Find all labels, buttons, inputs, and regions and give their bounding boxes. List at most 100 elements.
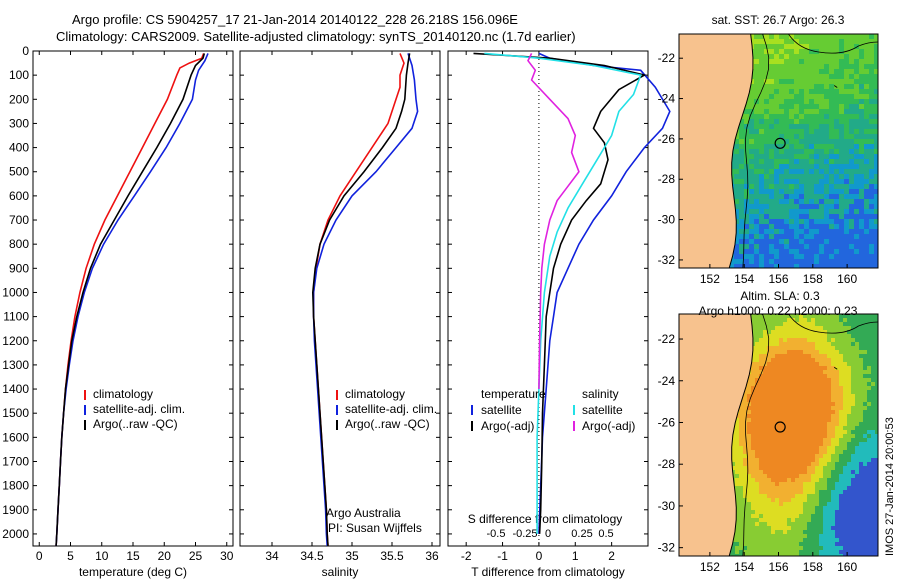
map-cell: [849, 194, 855, 200]
map-cell: [834, 139, 840, 145]
map-cell: [783, 398, 788, 403]
map-cell: [831, 458, 836, 463]
map-cell: [759, 518, 764, 523]
map-cell: [819, 478, 824, 483]
map-cell: [763, 430, 768, 435]
map-cell: [869, 74, 875, 80]
map-cell: [764, 219, 770, 225]
map-cell: [871, 422, 876, 427]
map-cell: [779, 330, 784, 335]
map-cell: [814, 229, 820, 235]
map-cell: [867, 350, 872, 355]
map-cell: [744, 149, 750, 155]
map-cell: [847, 334, 852, 339]
map-cell: [835, 430, 840, 435]
map-cell: [867, 326, 872, 331]
map-cell: [794, 144, 800, 150]
map-cell: [747, 538, 752, 543]
map-cell: [759, 54, 765, 60]
map-cell: [771, 318, 776, 323]
map-cell: [755, 526, 760, 531]
map-cell: [847, 394, 852, 399]
map-cell: [834, 234, 840, 240]
map-cell: [824, 199, 830, 205]
map-cell: [779, 318, 784, 323]
map-cell: [767, 454, 772, 459]
map-cell: [754, 164, 760, 170]
map-cell: [763, 514, 768, 519]
map-cell: [769, 229, 775, 235]
map-cell: [875, 506, 878, 511]
map-cell: [807, 334, 812, 339]
map-cell: [807, 342, 812, 347]
map-cell: [799, 434, 804, 439]
map-cell: [824, 109, 830, 115]
map-cell: [755, 422, 760, 427]
map-cell: [849, 124, 855, 130]
map-cell: [789, 159, 795, 165]
map-cell: [875, 446, 878, 451]
map-cell: [779, 204, 785, 210]
map-cell: [759, 334, 764, 339]
map-cell: [844, 54, 850, 60]
map-cell: [799, 34, 805, 40]
map-cell: [827, 346, 832, 351]
map-cell: [754, 194, 760, 200]
map-cell: [839, 438, 844, 443]
map-cell: [859, 64, 865, 70]
map-cell: [771, 446, 776, 451]
map-cell: [783, 482, 788, 487]
map-cell: [734, 259, 740, 265]
map-cell: [779, 418, 784, 423]
map-cell: [803, 374, 808, 379]
map-cell: [794, 159, 800, 165]
map-cell: [835, 402, 840, 407]
map-cell: [839, 49, 845, 55]
map-cell: [735, 478, 740, 483]
map-cell: [764, 174, 770, 180]
map-cell: [819, 318, 824, 323]
map-cell: [739, 442, 744, 447]
map-cell: [789, 209, 795, 215]
map-cell: [754, 124, 760, 130]
map-cell: [743, 478, 748, 483]
map-cell: [847, 358, 852, 363]
map-cell: [744, 174, 750, 180]
map-cell: [839, 354, 844, 359]
map-cell: [759, 318, 764, 323]
map-cell: [739, 169, 745, 175]
map-cell: [754, 74, 760, 80]
map-cell: [799, 410, 804, 415]
map-cell: [744, 229, 750, 235]
map-cell: [839, 318, 844, 323]
map-cell: [735, 458, 740, 463]
map-cell: [823, 482, 828, 487]
map-cell: [823, 434, 828, 439]
map-cell: [847, 438, 852, 443]
map-cell: [804, 204, 810, 210]
map-cell: [871, 342, 876, 347]
map-cell: [803, 318, 808, 323]
map-cell: [774, 249, 780, 255]
map-cell: [767, 462, 772, 467]
map-cell: [811, 502, 816, 507]
map-cell: [875, 394, 878, 399]
map-cell: [855, 486, 860, 491]
map-cell: [854, 109, 860, 115]
x-tick-label: 35: [345, 549, 359, 563]
map-cell: [763, 422, 768, 427]
map-cell: [799, 414, 804, 419]
map-cell: [867, 482, 872, 487]
map-cell: [819, 314, 824, 319]
map-cell: [749, 154, 755, 160]
map-cell: [839, 189, 845, 195]
map-cell: [763, 342, 768, 347]
map-cell: [759, 394, 764, 399]
map-cell: [771, 314, 776, 319]
map-cell: [831, 430, 836, 435]
map-cell: [763, 374, 768, 379]
map-cell: [839, 74, 845, 80]
map-cell: [769, 244, 775, 250]
map-cell: [851, 482, 856, 487]
map-cell: [789, 104, 795, 110]
